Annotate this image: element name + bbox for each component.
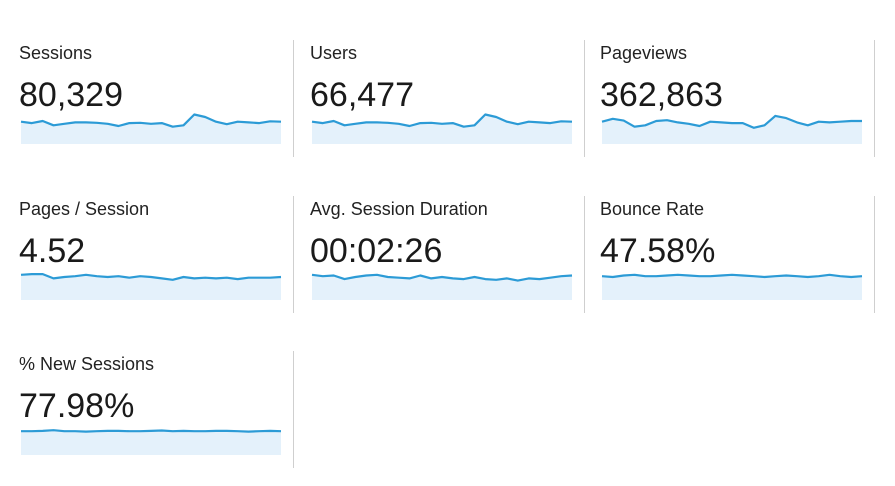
sparkline-line [601, 114, 862, 129]
metric-tile-avg-session-duration[interactable]: Avg. Session Duration 00:02:26 [310, 196, 585, 318]
sparkline [311, 113, 573, 144]
metric-label: Sessions [19, 43, 93, 63]
sparkline [20, 113, 282, 144]
metric-tile-pages-per-session[interactable]: Pages / Session 4.52 [19, 196, 294, 318]
sparkline-line [20, 273, 282, 281]
metric-tile-bounce-rate[interactable]: Bounce Rate 47.58% [600, 196, 875, 318]
metric-label: Avg. Session Duration [310, 199, 488, 219]
sparkline-area [21, 274, 281, 300]
metric-tile-sessions[interactable]: Sessions 80,329 [19, 40, 294, 162]
sparkline [21, 429, 282, 455]
sparkline-area [21, 430, 281, 455]
metric-value: 66,477 [310, 76, 414, 114]
metric-label: Users [310, 43, 358, 63]
sparkline-area [602, 115, 862, 144]
metric-value: 4.52 [19, 232, 86, 270]
sparkline-line [21, 429, 282, 433]
sparkline-area [602, 274, 862, 300]
sparkline [311, 273, 573, 300]
sparkline [20, 273, 282, 300]
metric-label: % New Sessions [19, 354, 155, 374]
metric-tile-new-sessions[interactable]: % New Sessions 77.98% [19, 351, 294, 473]
metric-value: 80,329 [19, 76, 123, 114]
sparkline [601, 114, 862, 144]
metric-label: Pageviews [600, 43, 688, 63]
metric-tile-users[interactable]: Users 66,477 [310, 40, 585, 162]
metric-value: 362,863 [600, 76, 723, 114]
sparkline [601, 273, 863, 300]
sparkline-area [312, 114, 572, 144]
metric-value: 77.98% [19, 387, 135, 425]
sparkline-area [312, 274, 572, 300]
sparkline-line [601, 273, 863, 279]
sparkline-line [311, 113, 573, 128]
metric-value: 00:02:26 [310, 232, 443, 270]
sparkline-line [311, 273, 573, 282]
metric-tile-pageviews[interactable]: Pageviews 362,863 [600, 40, 875, 162]
sparkline-area [21, 114, 281, 144]
metric-value: 47.58% [600, 232, 716, 270]
sparkline-line [20, 113, 282, 128]
metric-label: Bounce Rate [600, 199, 705, 219]
metric-label: Pages / Session [19, 199, 150, 219]
